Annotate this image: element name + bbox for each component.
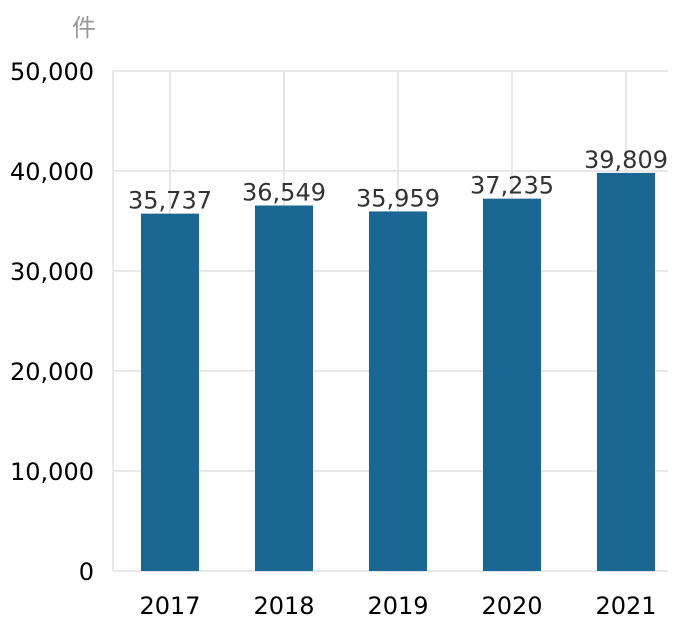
y-tick-label: 30,000 (10, 258, 94, 286)
x-tick-label-2019: 2019 (367, 592, 428, 620)
y-tick-label: 50,000 (10, 58, 94, 86)
x-tick-label-2017: 2017 (139, 592, 200, 620)
x-tick-label-2021: 2021 (595, 592, 656, 620)
bar-2020 (483, 198, 541, 571)
bar-2017 (141, 213, 199, 571)
y-tick-label: 10,000 (10, 458, 94, 486)
x-axis-tick-labels: 2017 2018 2019 2020 2021 (139, 592, 656, 620)
bars (141, 172, 655, 571)
y-tick-label: 0 (79, 558, 94, 586)
data-label-2021: 39,809 (584, 146, 668, 174)
x-tick-label-2020: 2020 (481, 592, 542, 620)
bar-2018 (255, 205, 313, 571)
y-tick-label: 40,000 (10, 158, 94, 186)
data-label-2019: 35,959 (356, 184, 440, 212)
data-label-2017: 35,737 (128, 187, 212, 215)
y-axis-tick-labels: 0 10,000 20,000 30,000 40,000 50,000 (10, 58, 94, 586)
data-label-2020: 37,235 (470, 172, 554, 200)
data-label-2018: 36,549 (242, 179, 326, 207)
data-labels: 35,737 36,549 35,959 37,235 39,809 (128, 146, 668, 215)
bar-2021 (597, 172, 655, 571)
y-axis-unit-label: 件 (72, 14, 96, 42)
bar-2019 (369, 211, 427, 571)
x-tick-label-2018: 2018 (253, 592, 314, 620)
y-tick-label: 20,000 (10, 358, 94, 386)
